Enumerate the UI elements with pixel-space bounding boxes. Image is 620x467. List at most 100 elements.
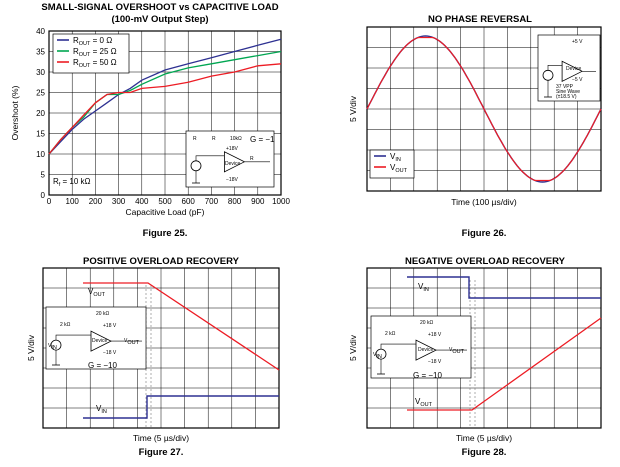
- chart-negative-overload: NEGATIVE OVERLOAD RECOVERY Time (5 µs/div…: [348, 256, 602, 458]
- series-line-0: [407, 276, 601, 299]
- schematic-label: −18V: [226, 177, 238, 183]
- wire: [380, 343, 416, 350]
- chart-phase-reversal: NO PHASE REVERSAL Time (100 µs/div) 5 V/di…: [348, 14, 602, 239]
- legend-entry: ROUT = 25 Ω: [73, 47, 117, 58]
- y-tick-label: 5: [41, 171, 46, 180]
- y-tick-label: 35: [36, 48, 45, 57]
- figure-label: Figure 26.: [462, 228, 507, 239]
- schematic-label: Device: [566, 66, 582, 72]
- schematic-label: 2 kΩ: [385, 331, 396, 337]
- chart-title: NEGATIVE OVERLOAD RECOVERY: [405, 256, 566, 267]
- x-tick-label: 600: [182, 197, 196, 206]
- chart-title: NO PHASE REVERSAL: [428, 14, 532, 25]
- schematic-label: +18V: [226, 146, 238, 152]
- wire: [55, 334, 91, 341]
- x-tick-label: 300: [112, 197, 126, 206]
- x-tick-label: 800: [228, 197, 242, 206]
- schematic-label: 37 VPP: [556, 84, 574, 90]
- x-tick-label: 200: [89, 197, 103, 206]
- vin-pin-label: VIN: [373, 352, 382, 360]
- series-line-2: [48, 63, 282, 155]
- x-tick-label: 100: [66, 197, 80, 206]
- y-tick-label: 25: [36, 89, 45, 98]
- x-tick-label: 0: [47, 197, 52, 206]
- figure-label: Figure 28.: [462, 447, 507, 458]
- x-axis-label: Time (5 µs/div): [456, 433, 512, 443]
- schematic-label: R: [250, 156, 254, 162]
- x-tick-label: 500: [158, 197, 172, 206]
- series-line-0: [48, 38, 282, 155]
- x-axis-label: Time (5 µs/div): [133, 433, 189, 443]
- vout-label: VOUT: [88, 287, 106, 298]
- gain-annotation: G = −10: [88, 361, 117, 370]
- legend-entry: VOUT: [390, 163, 408, 174]
- schematic-label: +18 V: [428, 332, 442, 338]
- y-tick-label: 20: [36, 109, 45, 118]
- schematic-label: Device: [225, 161, 241, 167]
- y-axis-label: 5 V/div: [348, 334, 358, 361]
- legend-entry: ROUT = 50 Ω: [73, 58, 117, 69]
- opamp-icon: [561, 60, 583, 82]
- y-tick-label: 40: [36, 27, 45, 36]
- series-line-0: [83, 282, 280, 371]
- gain-annotation: G = −10: [413, 371, 442, 380]
- schematic-label: Sine Wave: [556, 89, 580, 95]
- chart-overshoot: SMALL-SIGNAL OVERSHOOT vs CAPACITIVE LOA…: [10, 2, 290, 239]
- series-line-1: [366, 36, 602, 182]
- schematic-label: +5 V: [572, 39, 583, 45]
- series-line-1: [407, 317, 602, 411]
- legend-entry: VIN: [390, 152, 401, 163]
- y-tick-label: 0: [41, 191, 46, 200]
- chart-subtitle: (100-mV Output Step): [111, 14, 208, 25]
- vin-label: VIN: [96, 404, 107, 415]
- x-tick-label: 900: [251, 197, 265, 206]
- chart-title: SMALL-SIGNAL OVERSHOOT vs CAPACITIVE LOA…: [41, 2, 278, 13]
- x-tick-label: 700: [205, 197, 219, 206]
- series-line-1: [83, 395, 279, 419]
- schematic-label: −5 V: [572, 77, 583, 83]
- gain-annotation: G = −1: [250, 135, 275, 144]
- posov-frame: [42, 267, 280, 429]
- vout-pin-label: VOUT: [124, 338, 140, 346]
- schematic-label: R: [193, 136, 197, 142]
- x-tick-label: 1000: [272, 197, 290, 206]
- y-axis-label: Overshoot (%): [10, 85, 20, 140]
- y-axis-label: 5 V/div: [26, 334, 36, 361]
- chart-positive-overload: POSITIVE OVERLOAD RECOVERY Time (5 µs/div…: [26, 256, 280, 458]
- schematic-label: (±18.5 V): [556, 94, 577, 100]
- wire: [547, 65, 563, 71]
- overshoot-frame: [48, 30, 282, 196]
- schematic-label: 20 kΩ: [96, 311, 109, 317]
- opamp-icon: [90, 330, 112, 352]
- legend-entry: ROUT = 0 Ω: [73, 36, 112, 47]
- schematic-label: Device: [92, 338, 108, 344]
- schematic-label: −18 V: [428, 359, 442, 365]
- x-axis-label: Capacitive Load (pF): [126, 207, 205, 217]
- y-axis-label: 5 V/div: [348, 95, 358, 122]
- vin-label: VIN: [418, 282, 429, 293]
- schematic-label: Device: [418, 347, 434, 353]
- figure-label: Figure 25.: [143, 228, 188, 239]
- negov-frame: [366, 267, 602, 429]
- opamp-icon: [415, 339, 437, 361]
- vout-pin-label: VOUT: [449, 347, 465, 355]
- chart-title: POSITIVE OVERLOAD RECOVERY: [83, 256, 240, 267]
- schematic-label: R: [212, 136, 216, 142]
- schematic-label: −18 V: [103, 350, 117, 356]
- x-axis-label: Time (100 µs/div): [451, 197, 517, 207]
- opamp-icon: [223, 151, 246, 173]
- y-tick-label: 30: [36, 68, 45, 77]
- schematic-label: 10kΩ: [230, 136, 242, 142]
- schematic-label: 20 kΩ: [420, 320, 433, 326]
- schematic-label: 2 kΩ: [60, 322, 71, 328]
- figure-label: Figure 27.: [139, 447, 184, 458]
- rf-annotation: Rf = 10 kΩ: [53, 177, 91, 188]
- x-tick-label: 400: [135, 197, 149, 206]
- vin-pin-label: VIN: [48, 343, 57, 351]
- y-tick-label: 15: [36, 130, 45, 139]
- vout-label: VOUT: [415, 397, 433, 408]
- y-tick-label: 10: [36, 150, 45, 159]
- wire: [195, 155, 225, 161]
- schematic-label: +18 V: [103, 323, 117, 329]
